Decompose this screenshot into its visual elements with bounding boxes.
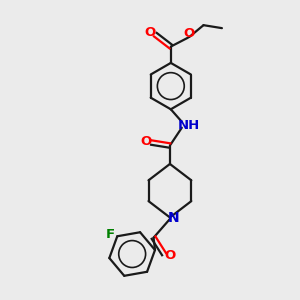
Text: O: O — [164, 249, 175, 262]
Text: F: F — [106, 228, 115, 241]
Text: NH: NH — [178, 118, 200, 131]
Text: O: O — [140, 136, 152, 148]
Text: O: O — [145, 26, 156, 39]
Text: N: N — [168, 211, 179, 225]
Text: O: O — [184, 27, 195, 40]
